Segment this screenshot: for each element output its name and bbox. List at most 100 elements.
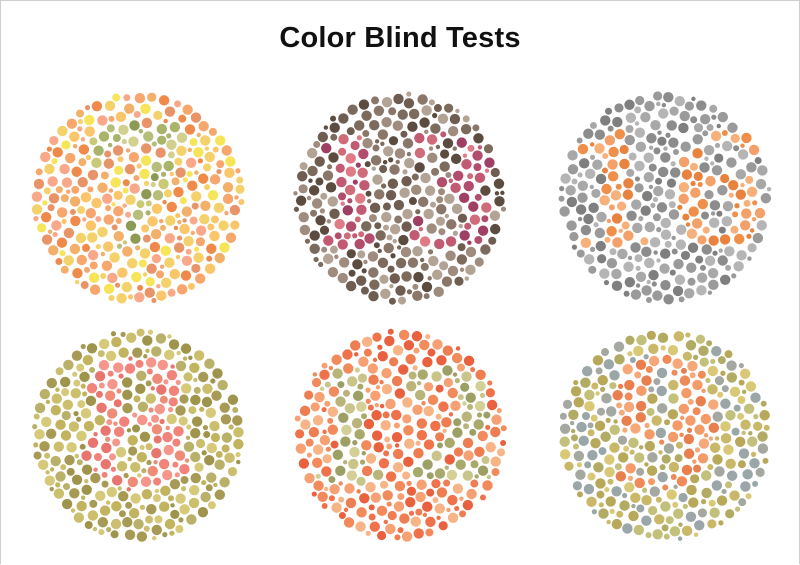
plate-4-dot [68,421,80,432]
plate-1-dot [197,173,209,184]
plate-6-dot [569,420,575,426]
plate-6-dot [611,518,623,530]
plate-1-dot [35,168,43,176]
plate-5-dot [310,402,320,412]
plate-5-dot [425,528,434,537]
plate-5-dot [391,431,403,443]
plate-5-dot [470,460,479,469]
plate-2-dot [490,223,501,235]
plate-5-dot [311,491,317,497]
plate-6-dot [700,413,712,425]
plate-1-dot [158,178,169,190]
plate-5-dot [324,381,331,388]
plate-5-dot [367,404,374,411]
plate-6-dot [681,387,692,399]
plate-2-dot [500,190,505,196]
plate-6-dot [636,504,645,513]
plate-2-dot [337,272,348,284]
plate-2-dot [374,222,382,230]
plate-6-dot [624,379,635,391]
plate-6-dot [618,409,625,416]
plate-3-dot [608,146,619,158]
plate-2-dot [473,163,482,172]
plate-6-dot [559,449,571,460]
plate-3-dot [668,201,676,209]
plate-4-dot [49,467,55,472]
plate-3-dot [640,112,651,123]
plate-4-dot [145,393,157,404]
plate-6-dot [725,481,733,489]
plate-2-dot [414,132,425,144]
plate-2-dot [419,257,425,263]
plate-5-dot [413,528,424,539]
plate-1-dot [221,145,232,156]
plate-5-dot [410,516,421,527]
plate-3-dot [734,203,740,209]
plate-4-dot [153,435,162,444]
plate-4-dot [79,443,86,450]
plate-5-dot [452,427,463,438]
plate-6-dot [721,488,727,495]
plate-4-dot [45,470,50,475]
plate-2-dot [317,131,329,143]
plate-2-dot [346,127,355,136]
plate-5-dot [312,444,324,455]
plate-5-dot [443,377,453,388]
plate-3-dot [583,128,594,139]
plate-2-dot [387,178,399,189]
plate-6-dot [739,368,751,380]
plate-6-dot [595,367,603,375]
plate-5-dot [423,382,434,392]
plate-3-dot [735,169,747,180]
plate-2-dot [464,222,472,230]
plate-4-dot [176,350,181,356]
plate-6-dot [682,503,688,510]
plate-1-dot [112,93,121,102]
plate-3-dot [628,152,637,161]
plate-4-dot [33,442,39,448]
plate-5-dot [328,365,334,371]
plate-3-dot [702,130,709,137]
plate-1-dot [56,237,68,248]
plate-1-dot [204,151,215,163]
plate-4-dot [101,442,112,454]
plate-6-dot [664,419,671,426]
plate-6-dot [644,440,656,452]
plate-3-dot [760,193,772,204]
plate-1-dot [77,206,86,215]
plate-6-dot [570,386,582,397]
plate-3-dot [665,132,671,138]
plate-2-dot [439,161,450,172]
plate-6-dot [738,448,750,459]
plate-4-dot [73,379,81,387]
plate-4-dot [220,414,232,425]
plate-6-dot [720,398,731,409]
plate-1-dot [143,180,150,186]
plate-5-dot [403,340,415,351]
plate-4-dot [178,416,188,426]
plate-5-dot [377,344,383,350]
plate-6-dot [614,354,625,365]
plate-2-dot [379,165,388,174]
plate-1-dot [77,126,83,132]
plate-4-dot [221,444,230,453]
plate-3-dot [576,137,583,144]
plate-5-dot [467,404,474,411]
plate-5-dot [436,487,448,498]
plate-3-dot [577,192,588,203]
plate-6-dot [613,341,625,352]
plate-3-dot [617,201,627,211]
plate-4-dot [136,452,148,463]
plate-4-dot [46,377,57,389]
plate-1-dot [174,100,182,108]
plate-2-dot [361,110,372,121]
plate-4-dot [84,478,89,484]
plate-3-dot [748,144,760,156]
plate-1-dot [180,270,192,281]
plate-1-dot [139,248,151,259]
plate-5-dot [482,480,493,491]
plate-6-dot [720,370,726,376]
plate-4-dot [166,413,177,425]
plate-2-dot [397,109,408,120]
plate-2-dot [442,138,454,149]
